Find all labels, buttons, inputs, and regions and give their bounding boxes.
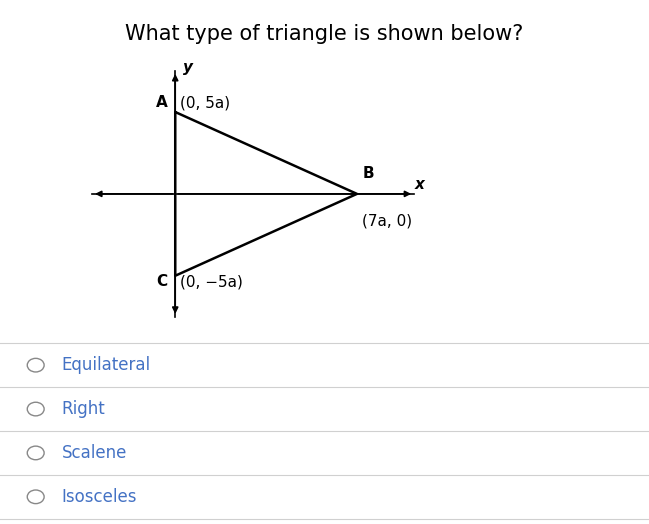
Text: (0, 5a): (0, 5a)	[180, 95, 230, 111]
Text: C: C	[156, 274, 167, 289]
Text: (0, −5a): (0, −5a)	[180, 274, 243, 289]
Text: A: A	[156, 95, 167, 111]
Text: x: x	[414, 177, 424, 192]
Text: y: y	[183, 60, 193, 75]
Text: Equilateral: Equilateral	[62, 356, 151, 374]
Text: Scalene: Scalene	[62, 444, 127, 462]
Text: Right: Right	[62, 400, 105, 418]
Text: What type of triangle is shown below?: What type of triangle is shown below?	[125, 24, 524, 43]
Text: (7a, 0): (7a, 0)	[362, 214, 412, 228]
Text: Isosceles: Isosceles	[62, 488, 137, 506]
Text: B: B	[362, 166, 374, 181]
